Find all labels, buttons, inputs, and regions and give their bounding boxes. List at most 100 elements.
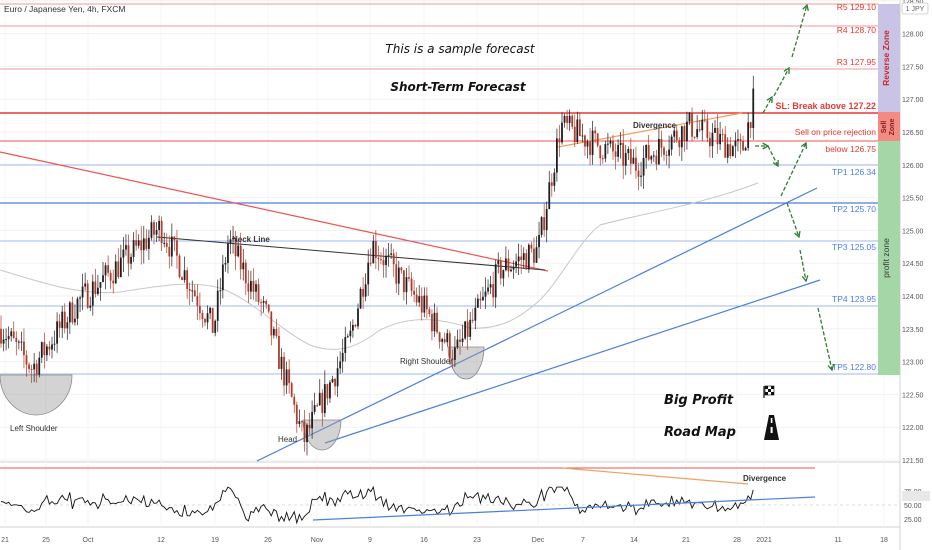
candle-body — [535, 247, 538, 263]
candle-body — [461, 338, 464, 342]
candle-body — [145, 238, 148, 249]
candle-body — [415, 294, 418, 303]
candle-body — [293, 396, 296, 405]
price-tick-label: 122.00 — [902, 425, 924, 432]
candle-body — [247, 283, 250, 292]
candle-body — [683, 126, 686, 142]
road-icon — [764, 415, 779, 440]
candle-body — [466, 321, 469, 337]
candle-body — [298, 421, 301, 424]
candle-body — [487, 287, 489, 292]
candle-body — [635, 157, 637, 171]
candle-body — [227, 243, 229, 263]
tp2-label: TP2 125.70 — [832, 204, 876, 214]
candle-body — [84, 283, 87, 287]
moving-average — [0, 182, 759, 350]
candle-body — [262, 300, 265, 303]
candle-body — [224, 262, 227, 265]
time-tick-label: Dec — [532, 537, 545, 544]
time-tick-label: 9 — [368, 537, 372, 544]
sample-forecast-text: This is a sample forecast — [385, 42, 535, 56]
divergence-rsi-label: Divergence — [743, 474, 787, 483]
candle-body — [726, 144, 729, 158]
candle-body — [114, 261, 117, 284]
candle-body — [244, 262, 247, 284]
candle-body — [15, 337, 18, 343]
candle-body — [71, 302, 74, 323]
time-tick-label: Nov — [311, 537, 324, 544]
candle-body — [270, 311, 273, 336]
forecast-arrow — [817, 307, 833, 371]
downtrend-line — [0, 151, 549, 272]
time-tick-label: 12 — [157, 537, 165, 544]
candle-body — [239, 245, 242, 270]
candle-body — [369, 262, 372, 264]
candle-body — [522, 253, 525, 260]
candle-body — [176, 240, 178, 256]
candle-body — [749, 122, 752, 129]
candle-body — [183, 270, 186, 281]
candle-body — [584, 135, 586, 147]
candle-body — [719, 133, 721, 145]
candle-body — [76, 298, 79, 319]
candle-body — [7, 336, 10, 340]
candle-body — [349, 330, 352, 337]
candle-body — [604, 144, 607, 159]
candle-body — [301, 421, 303, 423]
right-shoulder-label: Right Shoulder — [400, 357, 453, 366]
time-tick-label: 18 — [880, 537, 888, 544]
tp3-label: TP3 125.05 — [832, 242, 876, 252]
candle-body — [367, 262, 370, 285]
candle-body — [390, 253, 393, 255]
candle-body — [53, 343, 56, 345]
candle-body — [436, 312, 438, 333]
sell-zone — [878, 112, 900, 141]
candle-body — [731, 146, 734, 157]
candle-body — [209, 307, 211, 314]
candle-body — [91, 281, 94, 306]
candle-body — [112, 280, 115, 284]
candle-body — [568, 115, 571, 123]
price-tick-label: 125.50 — [902, 196, 924, 203]
candle-body — [303, 421, 306, 443]
candle-body — [675, 130, 678, 141]
candle-body — [186, 270, 189, 290]
candle-body — [545, 209, 548, 231]
candle-body — [507, 258, 510, 272]
candle-body — [573, 126, 576, 143]
candle-body — [512, 266, 515, 270]
candle-body — [196, 296, 199, 306]
rsi-tick-label: 25.00 — [904, 517, 922, 524]
candle-body — [454, 347, 456, 360]
candle-body — [278, 335, 280, 369]
price-axis[interactable]: 129.00128.50128.00127.50127.00126.50126.… — [902, 0, 924, 465]
candle-body — [627, 149, 630, 154]
time-axis[interactable]: 21 25 Oct 12 19 26 Nov 9 16 23 Dec 7 14 21 28 2021 11 18 — [1, 537, 888, 544]
candle-body — [543, 217, 546, 231]
candle-body — [459, 339, 461, 342]
candle-body — [255, 284, 257, 292]
candle-body — [428, 309, 431, 315]
levels — [0, 3, 878, 375]
sell-label: Sell on price rejection — [795, 127, 877, 137]
candle-body — [607, 143, 609, 145]
reverse-zone — [878, 4, 900, 112]
price-tick-label: 127.50 — [902, 64, 924, 71]
candle-body — [374, 240, 377, 259]
candle-body — [265, 300, 268, 305]
candle-body — [204, 318, 206, 323]
candle-body — [20, 341, 23, 343]
candle-body — [58, 321, 61, 328]
candle-body — [591, 130, 594, 155]
candle-body — [28, 364, 30, 370]
candle-body — [660, 138, 663, 148]
candle-body — [576, 119, 579, 143]
candle-body — [250, 281, 252, 292]
candle-body — [331, 378, 334, 383]
left-shoulder-shape — [0, 374, 73, 416]
rsi-trend-line — [312, 496, 816, 521]
candle-body — [155, 230, 158, 235]
candle-body — [729, 144, 732, 157]
candle-body — [431, 314, 433, 332]
